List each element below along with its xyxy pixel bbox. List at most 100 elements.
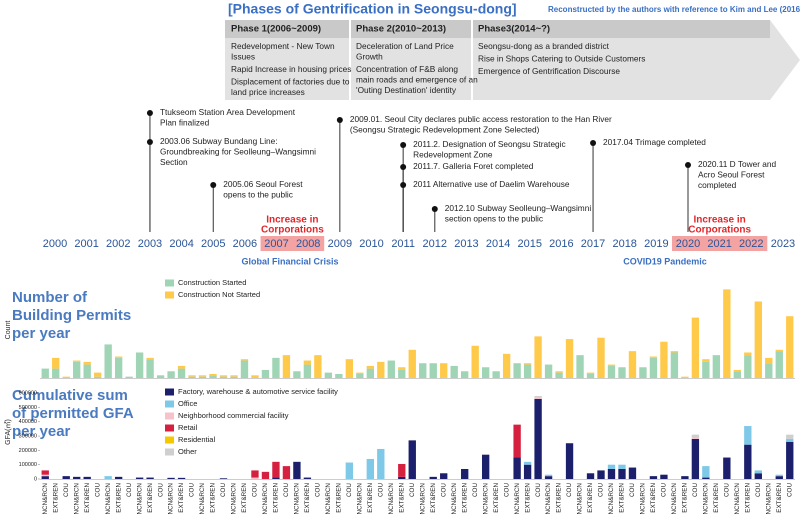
- event-dot: [400, 164, 407, 170]
- bar: [240, 359, 249, 361]
- bar: [177, 477, 186, 479]
- legend-swatch: [165, 279, 174, 287]
- bar: [649, 357, 658, 378]
- bar: [429, 476, 437, 479]
- x-tick-label: EXT&REN: [524, 483, 531, 513]
- x-tick-label: EXT&REN: [682, 483, 689, 513]
- bar: [754, 473, 762, 479]
- bar: [366, 365, 374, 369]
- bar: [534, 396, 542, 398]
- bar: [461, 371, 469, 378]
- bar: [146, 357, 154, 360]
- x-tick-label: EXT&REN: [650, 483, 657, 513]
- bar: [471, 345, 479, 378]
- bar: [597, 337, 605, 378]
- bar: [52, 357, 60, 369]
- x-tick-label: EXT&REN: [398, 483, 405, 513]
- bar: [723, 289, 731, 378]
- chart-title: per year: [12, 325, 71, 342]
- bar: [576, 355, 584, 378]
- y-tick-label: 500000: [19, 405, 37, 411]
- bar: [544, 364, 553, 378]
- bar: [607, 364, 616, 366]
- bar: [345, 359, 354, 378]
- event-text: Ttukseom Station Area Development: [160, 107, 296, 117]
- bar: [534, 336, 542, 378]
- caption: COVID19 Pandemic: [623, 256, 707, 266]
- x-tick-label: NCN&RCN: [73, 483, 80, 515]
- bar: [62, 476, 70, 479]
- year-label: 2016: [549, 238, 573, 250]
- year-label: 2006: [233, 238, 257, 250]
- bar: [618, 464, 626, 469]
- bar: [555, 372, 563, 378]
- bar: [366, 458, 374, 479]
- bar: [209, 375, 217, 378]
- bar: [261, 369, 270, 378]
- bar: [702, 361, 710, 378]
- x-tick-label: COU: [220, 483, 227, 497]
- year-label: 2005: [201, 238, 225, 250]
- bar: [481, 367, 490, 378]
- bar: [398, 369, 406, 378]
- x-tick-label: EXT&REN: [178, 483, 185, 513]
- highlight-label: Corporations: [688, 225, 751, 236]
- bar: [649, 476, 658, 479]
- chart-title: Cumulative sum: [12, 387, 128, 404]
- x-tick-label: COU: [535, 483, 542, 497]
- bar: [461, 468, 469, 479]
- bar: [125, 376, 133, 378]
- x-tick-label: COU: [692, 483, 699, 497]
- year-label: 2010: [359, 238, 383, 250]
- phase-title: Phase 1(2006~2009): [231, 24, 321, 35]
- bar: [261, 471, 270, 479]
- phase-item: Concentration of F&B along: [356, 64, 458, 74]
- x-tick-label: EXT&REN: [556, 483, 563, 513]
- event-text: Acro Seoul Forest: [698, 170, 765, 180]
- chart-title: per year: [12, 423, 71, 440]
- bar: [733, 369, 741, 372]
- x-tick-label: COU: [661, 483, 668, 497]
- legend-label: Retail: [178, 423, 198, 432]
- year-label: 2000: [43, 238, 67, 250]
- bar: [744, 444, 752, 479]
- bar: [586, 372, 595, 374]
- phase-item: Issues: [231, 52, 255, 62]
- phase-item: Emergence of Gentrification Discourse: [478, 66, 620, 76]
- bar: [324, 372, 333, 378]
- x-tick-label: NCN&RCN: [640, 483, 647, 515]
- x-tick-label: EXT&REN: [430, 483, 437, 513]
- bar: [177, 368, 186, 378]
- bar: [670, 351, 679, 353]
- bar: [744, 352, 752, 356]
- event-text: 2011.2. Designation of Seongsu Strategic: [413, 139, 566, 149]
- chart-title: Building Permits: [12, 307, 131, 324]
- x-tick-label: COU: [598, 483, 605, 497]
- x-tick-label: NCN&RCN: [199, 483, 206, 515]
- x-tick-label: COU: [566, 483, 573, 497]
- bar: [104, 344, 112, 378]
- x-tick-label: NCN&RCN: [356, 483, 363, 515]
- x-tick-label: NCN&RCN: [105, 483, 112, 515]
- x-tick-label: COU: [629, 483, 636, 497]
- bar: [94, 376, 102, 378]
- phase-header: [350, 20, 472, 38]
- bar: [135, 352, 144, 378]
- highlight-layer: [260, 236, 768, 251]
- year-label: 2018: [612, 238, 636, 250]
- bar: [272, 357, 280, 378]
- y-tick-label: 400000: [19, 419, 37, 425]
- x-tick-label: EXT&REN: [336, 483, 343, 513]
- bar: [775, 351, 783, 378]
- bar: [440, 473, 448, 479]
- y-tick-label: 600000: [19, 391, 37, 397]
- highlight-band: [260, 236, 325, 251]
- bar: [618, 367, 626, 378]
- x-tick-label: EXT&REN: [776, 483, 783, 513]
- year-label: 2013: [454, 238, 478, 250]
- phase-item: land price increases: [231, 87, 305, 97]
- phase-item: 'Outing Destination' identity: [356, 85, 457, 95]
- y-tick-label: 0: [34, 476, 37, 482]
- bar: [188, 376, 196, 378]
- bar: [83, 364, 91, 378]
